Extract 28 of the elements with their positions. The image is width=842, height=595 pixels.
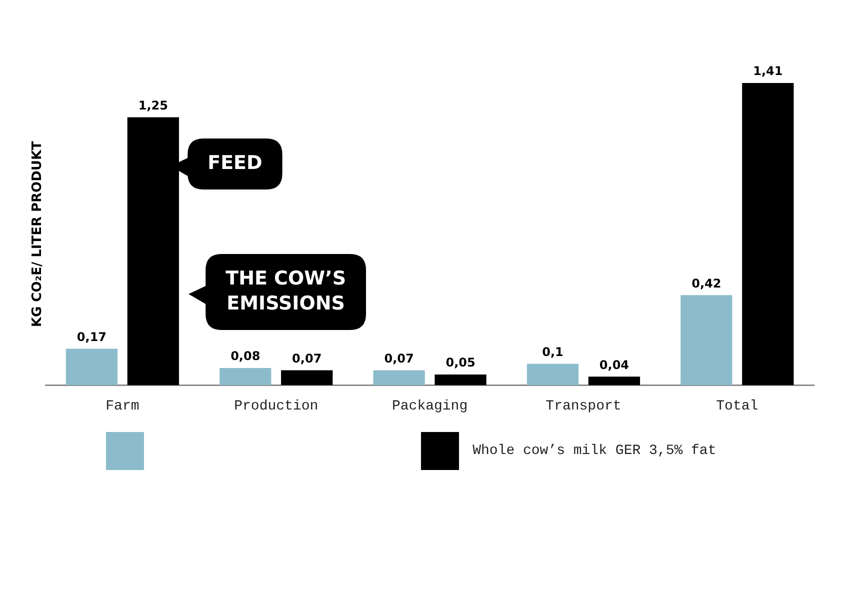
data-label: 0,07 bbox=[384, 351, 414, 366]
data-label: 1,25 bbox=[138, 98, 168, 112]
bar bbox=[680, 295, 732, 386]
annotation: THE COW’S EMISSIONS bbox=[226, 267, 346, 314]
y-axis-title: KG CO₂E/ LITER PRODUKT bbox=[30, 140, 46, 328]
x-tick-label: Packaging bbox=[392, 398, 468, 414]
data-label: 1,41 bbox=[753, 64, 783, 78]
bar bbox=[373, 370, 425, 386]
bar bbox=[434, 374, 486, 386]
bar bbox=[220, 368, 272, 386]
annotation: FEED bbox=[208, 152, 262, 174]
text: Whole cow’s milk GER 3,5% fat bbox=[472, 442, 716, 460]
data-label: 0,04 bbox=[599, 358, 630, 372]
data-label: 0,42 bbox=[692, 276, 722, 290]
data-label: 0,08 bbox=[230, 349, 260, 364]
x-tick-label: Farm bbox=[106, 398, 140, 414]
bar bbox=[526, 364, 579, 386]
bar bbox=[742, 83, 794, 386]
bar bbox=[281, 370, 333, 386]
x-tick-label: Total bbox=[716, 398, 758, 414]
bar bbox=[588, 376, 640, 386]
x-tick-label: Production bbox=[234, 398, 318, 414]
data-label: 0,07 bbox=[292, 351, 322, 366]
data-label: 0,05 bbox=[446, 356, 476, 370]
x-tick-label: Transport bbox=[546, 398, 622, 414]
data-label: 0,1 bbox=[542, 344, 564, 359]
data-label: 0,17 bbox=[76, 330, 107, 344]
bar bbox=[66, 348, 118, 386]
